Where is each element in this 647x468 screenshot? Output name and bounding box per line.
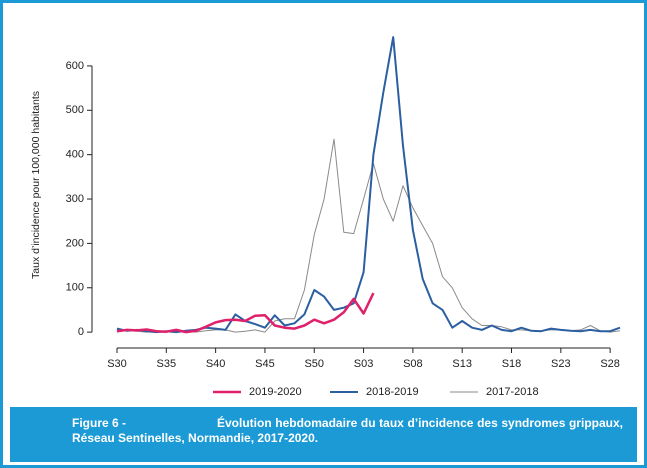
x-tick-label: S28 bbox=[600, 358, 620, 370]
y-tick-label: 200 bbox=[66, 237, 84, 249]
line-series bbox=[116, 292, 375, 334]
x-tick-label: S23 bbox=[551, 358, 571, 370]
caption-text: Figure 6 - Évolution hebdomadaire du taux… bbox=[72, 416, 623, 446]
x-tick-label: S08 bbox=[403, 358, 423, 370]
x-tick-label: S45 bbox=[255, 358, 275, 370]
caption-body: Évolution hebdomadaire du taux d’inciden… bbox=[72, 416, 623, 445]
line-series bbox=[116, 36, 621, 334]
y-axis-label: Taux d’incidence pour 100,000 habitants bbox=[30, 91, 42, 279]
y-tick-label: 100 bbox=[66, 282, 84, 294]
y-tick-label: 400 bbox=[66, 149, 84, 161]
x-tick-label: S18 bbox=[502, 358, 522, 370]
legend-label: 2018-2019 bbox=[366, 386, 419, 398]
x-tick-label: S30 bbox=[107, 358, 127, 370]
y-tick-label: 0 bbox=[78, 326, 84, 338]
x-tick-label: S50 bbox=[304, 358, 324, 370]
x-tick-label: S03 bbox=[354, 358, 374, 370]
y-tick-label: 600 bbox=[66, 60, 84, 72]
x-tick-label: S35 bbox=[157, 358, 177, 370]
legend-label: 2017-2018 bbox=[486, 386, 539, 398]
caption-label: Figure 6 - bbox=[72, 416, 127, 430]
x-tick-label: S13 bbox=[452, 358, 472, 370]
y-tick-label: 300 bbox=[66, 193, 84, 205]
caption: Figure 6 - Évolution hebdomadaire du taux… bbox=[10, 407, 637, 462]
y-tick-label: 500 bbox=[66, 104, 84, 116]
x-tick-label: S40 bbox=[206, 358, 226, 370]
legend-label: 2019-2020 bbox=[249, 386, 302, 398]
